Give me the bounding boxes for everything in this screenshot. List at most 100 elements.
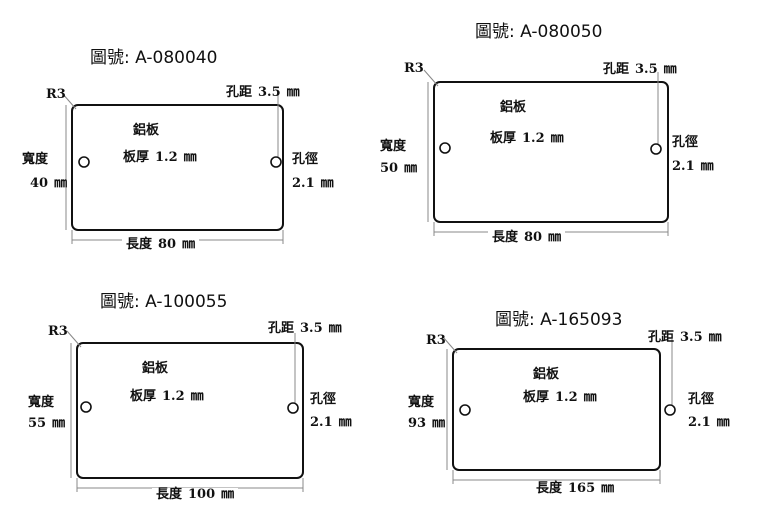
thickness-label-part: 1.2 [522, 131, 545, 146]
length-label-part: 80 [158, 237, 177, 252]
hole-diameter-value-part: 2.1 [310, 415, 333, 430]
hole-spacing-label: 孔距 3.5 ㎜ [603, 63, 677, 76]
thickness-label-part: 1.2 [162, 389, 185, 404]
hole-diameter-label: 孔徑 [292, 152, 319, 167]
width-value: 40 ㎜ [30, 177, 67, 190]
width-value: 55 ㎜ [28, 417, 65, 430]
thickness-label-part: 1.2 [155, 150, 178, 165]
thickness-label-part: 板厚 [490, 131, 517, 146]
corner-radius-label: R3 [46, 87, 66, 102]
material-label: 鋁板 [142, 361, 169, 376]
length-label: 長度 80 ㎜ [488, 230, 566, 245]
hole-spacing-label: 孔距 3.5 ㎜ [226, 86, 300, 99]
hole-diameter-value-part: ㎜ [700, 159, 714, 174]
length-label: 長度 165 ㎜ [532, 481, 619, 496]
length-label-part: 100 [188, 487, 216, 502]
drawing-number-title: 圖號: A-080040 [90, 48, 218, 68]
hole-spacing-label-part: 3.5 [635, 62, 658, 77]
hole-spacing-label-part: ㎜ [663, 62, 677, 77]
thickness-label-part: ㎜ [190, 389, 204, 404]
hole-spacing-label-part: 孔距 [268, 321, 295, 336]
hole-spacing-label-part: 3.5 [680, 330, 703, 345]
mounting-hole-right [287, 402, 299, 414]
length-label-part: 80 [524, 230, 543, 245]
thickness-label-part: ㎜ [550, 131, 564, 146]
thickness-label: 板厚 1.2 ㎜ [490, 132, 564, 145]
width-label: 寬度 [22, 152, 49, 167]
hole-spacing-label-part: 3.5 [258, 85, 281, 100]
mounting-hole-left [78, 156, 90, 168]
thickness-label-part: ㎜ [183, 150, 197, 165]
width-value-part: 55 [28, 416, 47, 431]
hole-spacing-label-part: 孔距 [603, 62, 630, 77]
length-label-part: 長度 [536, 481, 563, 496]
thickness-label: 板厚 1.2 ㎜ [523, 391, 597, 404]
thickness-label-part: 板厚 [130, 389, 157, 404]
hole-diameter-value-part: ㎜ [716, 415, 730, 430]
mounting-hole-left [80, 401, 92, 413]
width-value: 93 ㎜ [408, 417, 445, 430]
hole-spacing-label: 孔距 3.5 ㎜ [648, 331, 722, 344]
length-label-part: 長度 [492, 230, 519, 245]
hole-diameter-label: 孔徑 [310, 392, 337, 407]
radius-leader-line [66, 330, 82, 348]
hole-spacing-label-part: 孔距 [648, 330, 675, 345]
width-value-part: 93 [408, 416, 427, 431]
length-label-part: 長度 [126, 237, 153, 252]
length-label: 長度 100 ㎜ [152, 487, 239, 502]
hole-diameter-label: 孔徑 [672, 135, 699, 150]
hole-diameter-value-part: 2.1 [672, 159, 695, 174]
thickness-label-part: 板厚 [523, 390, 550, 405]
width-value-part: 50 [380, 161, 399, 176]
thickness-label-part: ㎜ [583, 390, 597, 405]
plate-outline [71, 104, 284, 231]
hole-spacing-label-part: 孔距 [226, 85, 253, 100]
material-label: 鋁板 [533, 367, 560, 382]
hole-diameter-value-part: ㎜ [338, 415, 352, 430]
length-label-part: ㎜ [221, 487, 235, 502]
hole-diameter-value: 2.1 ㎜ [310, 416, 352, 429]
material-label: 鋁板 [500, 100, 527, 115]
corner-radius-label: R3 [426, 333, 446, 348]
radius-leader-line [442, 336, 458, 354]
width-label: 寬度 [408, 395, 435, 410]
hole-diameter-value-part: 2.1 [688, 415, 711, 430]
hole-spacing-label: 孔距 3.5 ㎜ [268, 322, 342, 335]
corner-radius-label: R3 [48, 324, 68, 339]
width-value-part: ㎜ [52, 416, 66, 431]
width-label: 寬度 [28, 395, 55, 410]
hole-spacing-label-part: ㎜ [328, 321, 342, 336]
hole-spacing-label-part: ㎜ [708, 330, 722, 345]
mounting-hole-left [459, 404, 471, 416]
thickness-label-part: 板厚 [123, 150, 150, 165]
length-label-part: 長度 [156, 487, 183, 502]
hole-diameter-label: 孔徑 [688, 392, 715, 407]
plate-outline [76, 342, 304, 479]
width-value: 50 ㎜ [380, 162, 417, 175]
hole-diameter-value: 2.1 ㎜ [672, 160, 714, 173]
width-value-part: ㎜ [54, 176, 68, 191]
thickness-label: 板厚 1.2 ㎜ [130, 390, 204, 403]
length-label: 長度 80 ㎜ [122, 237, 200, 252]
hole-diameter-value-part: ㎜ [320, 176, 334, 191]
length-label-part: ㎜ [601, 481, 615, 496]
mounting-hole-left [439, 142, 451, 154]
length-label-part: ㎜ [548, 230, 562, 245]
drawing-number-title: 圖號: A-165093 [495, 310, 623, 330]
mounting-hole-right [664, 404, 676, 416]
thickness-label: 板厚 1.2 ㎜ [123, 151, 197, 164]
hole-diameter-value: 2.1 ㎜ [292, 177, 334, 190]
hole-spacing-label-part: ㎜ [286, 85, 300, 100]
hole-spacing-label-part: 3.5 [300, 321, 323, 336]
hole-diameter-value: 2.1 ㎜ [688, 416, 730, 429]
plate-outline [452, 348, 661, 471]
thickness-label-part: 1.2 [555, 390, 578, 405]
hole-diameter-value-part: 2.1 [292, 176, 315, 191]
width-value-part: ㎜ [432, 416, 446, 431]
radius-leader-line [61, 92, 77, 110]
radius-leader-line [423, 69, 439, 87]
length-label-part: 165 [568, 481, 596, 496]
plate-outline [433, 81, 669, 223]
